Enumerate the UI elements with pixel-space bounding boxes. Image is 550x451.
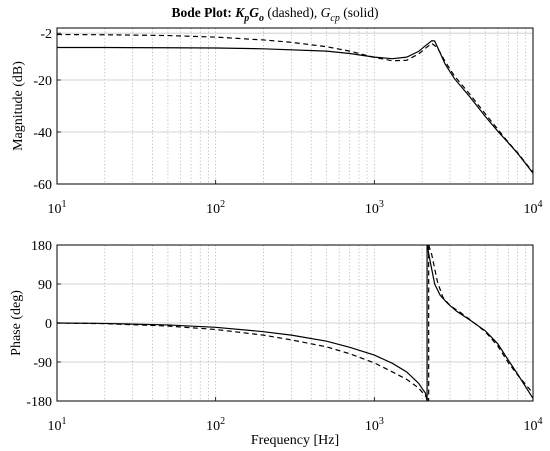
x-tick-label: 104 [524,199,543,217]
phase-panel: 180 90 0 -90 -180 101 102 103 104 Phase (deg) Freq… [9,239,543,448]
x-tick-label: 101 [48,199,67,217]
title-k-sub: p [243,13,249,24]
y-tick-label: 90 [38,278,52,293]
x-tick-label: 103 [365,199,384,217]
x-axis-label: Frequency [Hz] [251,433,339,448]
y-tick-label: 180 [31,239,52,254]
title-g-sub: o [259,13,264,24]
series-line-solid [56,244,534,402]
plot-frame [56,27,534,185]
x-tick-label: 102 [206,416,225,434]
title-k: K [234,5,245,20]
title-gc: G [321,5,331,20]
y-tick-label: -180 [26,395,52,410]
y-tick-label: -60 [33,178,52,193]
series-line-dashed [56,244,534,402]
x-tick-label: 101 [48,416,67,434]
series-line-solid [57,40,534,174]
y-tick-label: 0 [45,317,52,332]
title-g: G [249,5,259,20]
y-axis-label: Phase (deg) [9,290,24,356]
magnitude-panel: -2 -20 -40 -60 101 102 103 104 Magnitude (dB) [11,27,543,217]
y-tick-label: -90 [33,356,52,371]
x-tick-label: 103 [365,416,384,434]
x-tick-label: 102 [206,199,225,217]
chart-title: Bode Plot: KpGo (dashed), Gcp (solid) [172,5,379,24]
series-line-dashed [56,33,534,173]
x-tick-label: 104 [524,416,543,434]
title-gc-sub: cp [330,13,339,24]
plot-frame [56,244,534,402]
y-tick-label: -20 [33,74,52,89]
y-axis-label: Magnitude (dB) [11,61,26,151]
title-dashed: (dashed), [264,5,321,20]
y-tick-label: -40 [33,126,52,141]
title-prefix: Bode Plot: [172,5,236,20]
y-tick-label: -2 [40,27,52,42]
title-solid: (solid) [340,5,379,20]
